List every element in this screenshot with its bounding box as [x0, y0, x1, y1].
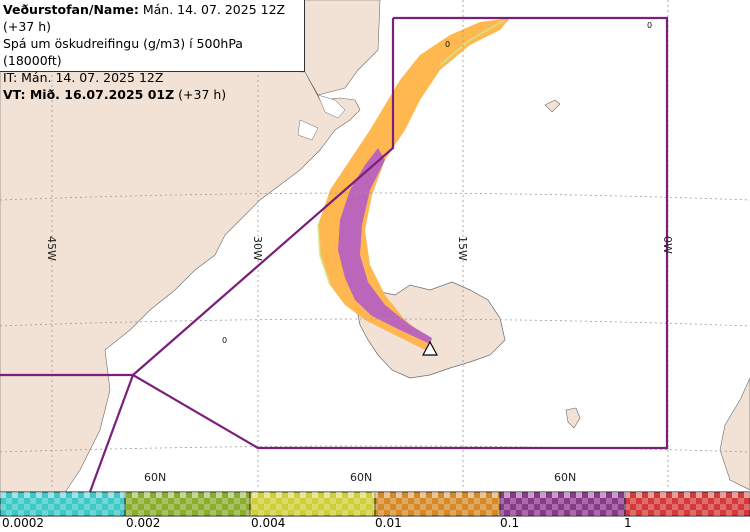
ash-plume-edge — [317, 19, 506, 286]
legend-label-4: 0.1 — [500, 516, 520, 530]
island-ne — [544, 99, 561, 113]
lon-label-45w: 45W — [45, 236, 58, 261]
legend-labels: 0.0002 0.002 0.004 0.01 0.1 1 — [0, 516, 750, 532]
lat-label-60n-3: 60N — [554, 471, 577, 484]
valid-time: VT: Mið. 16.07.2025 01Z — [3, 87, 175, 102]
legend-label-1: 0.002 — [126, 516, 161, 530]
contour-zero-label-2: 0 — [647, 21, 653, 30]
info-line-4: VT: Mið. 16.07.2025 01Z (+37 h) — [3, 86, 301, 103]
legend-label-0: 0.0002 — [2, 516, 44, 530]
agency-label: Veðurstofan/Name: — [3, 2, 139, 17]
contour-zero-label-1: 0 — [445, 40, 451, 49]
fir-boundary — [0, 16, 669, 493]
lon-label-30w: 30W — [251, 236, 264, 261]
lat-label-60n-1: 60N — [144, 471, 167, 484]
info-line-2: Spá um öskudreifingu (g/m3) í 500hPa (18… — [3, 36, 243, 68]
triangle-volcano-icon — [421, 340, 439, 356]
greenland-fjords — [297, 94, 346, 141]
lat-label-60n-2: 60N — [350, 471, 373, 484]
norway-land — [719, 377, 750, 491]
contour-zero-label-3: 0 — [222, 336, 228, 345]
legend-label-3: 0.01 — [375, 516, 402, 530]
issue-time: Mán. 14. 07. 2025 12Z (+37 h) — [3, 2, 286, 34]
info-line-3: IT: Mán. 14. 07. 2025 12Z — [3, 70, 164, 85]
legend-label-2: 0.004 — [251, 516, 286, 530]
legend-label-5: 1 — [624, 516, 632, 530]
valid-offset: (+37 h) — [174, 87, 227, 102]
ash-plume-high — [338, 148, 432, 344]
lon-label-0w: 0W — [661, 236, 674, 254]
lon-label-15w: 15W — [456, 236, 469, 261]
info-line-1: Veðurstofan/Name: Mán. 14. 07. 2025 12Z … — [3, 1, 301, 35]
jan-mayen — [565, 407, 581, 429]
legend-checker — [0, 492, 750, 516]
forecast-info-box: Veðurstofan/Name: Mán. 14. 07. 2025 12Z … — [0, 0, 305, 102]
ash-plume-low — [318, 18, 510, 350]
